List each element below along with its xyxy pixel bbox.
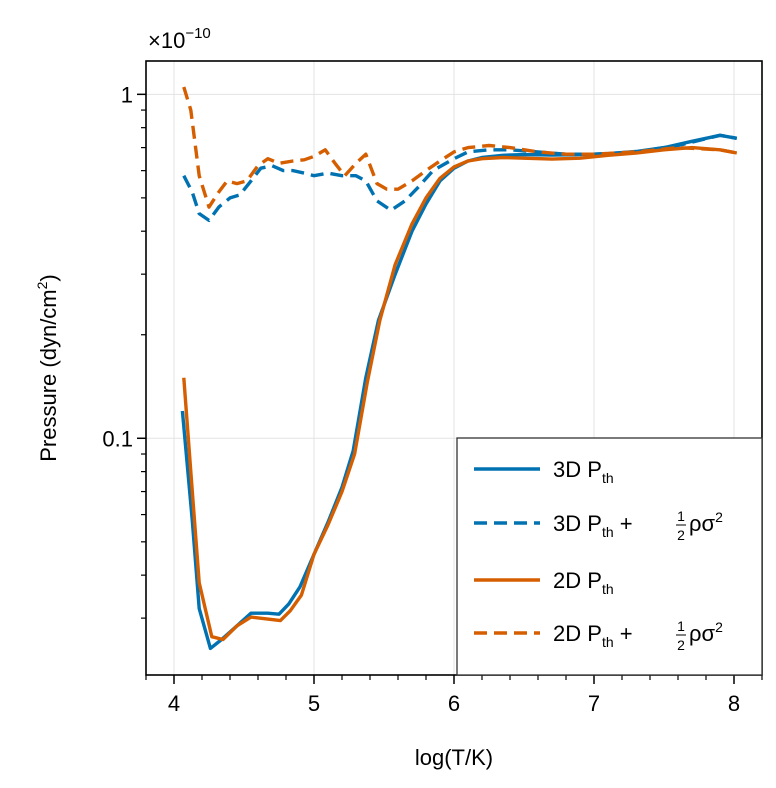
legend-half-num-2d: 1: [677, 618, 685, 634]
legend-entry-2d-total: 2D Pth + 1 2 ρσ2: [474, 618, 723, 653]
legend-entry-2d-pth: 2D Pth: [474, 568, 614, 597]
series-layer: [180, 86, 738, 651]
y-tick-label: 1: [121, 82, 133, 107]
legend-entry-3d-total: 3D Pth + 1 2 ρσ2: [474, 508, 723, 543]
x-tick-label: 8: [728, 691, 740, 716]
legend-rhosigma-2d: ρσ2: [689, 619, 723, 646]
y-axis-label: Pressure (dyn/cm2): [34, 274, 61, 462]
x-axis-label: log(T/K): [415, 745, 493, 770]
x-tick-label: 5: [308, 691, 320, 716]
legend-entry-3d-pth: 3D Pth: [474, 457, 614, 486]
axis-ticks: 4 5 6 7 8 0.1 1: [102, 82, 763, 716]
x-tick-label: 6: [448, 691, 460, 716]
legend-half-den-2d: 2: [677, 637, 685, 653]
legend-box: [456, 437, 763, 676]
y-tick-label: 0.1: [102, 426, 133, 451]
legend-label-3d-pth: 3D Pth: [553, 457, 614, 486]
y-multiplier: ×10−10: [148, 25, 211, 53]
legend-half-den-3d: 2: [677, 527, 685, 543]
legend-label-2d-pth: 2D Pth: [553, 568, 614, 597]
legend-label-3d-total: 3D Pth +: [553, 511, 633, 540]
legend-half-num-3d: 1: [677, 508, 685, 524]
legend: 3D Pth 3D Pth + 1 2 ρσ2 2D Pth 2D Pth + …: [456, 437, 763, 676]
x-tick-label: 4: [168, 691, 180, 716]
series-line-3: [182, 145, 738, 642]
legend-rhosigma-3d: ρσ2: [689, 509, 723, 536]
x-tick-label: 7: [588, 691, 600, 716]
series-line-2: [182, 133, 738, 223]
legend-label-2d-total: 2D Pth +: [553, 621, 633, 650]
series-line-4: [182, 86, 738, 209]
